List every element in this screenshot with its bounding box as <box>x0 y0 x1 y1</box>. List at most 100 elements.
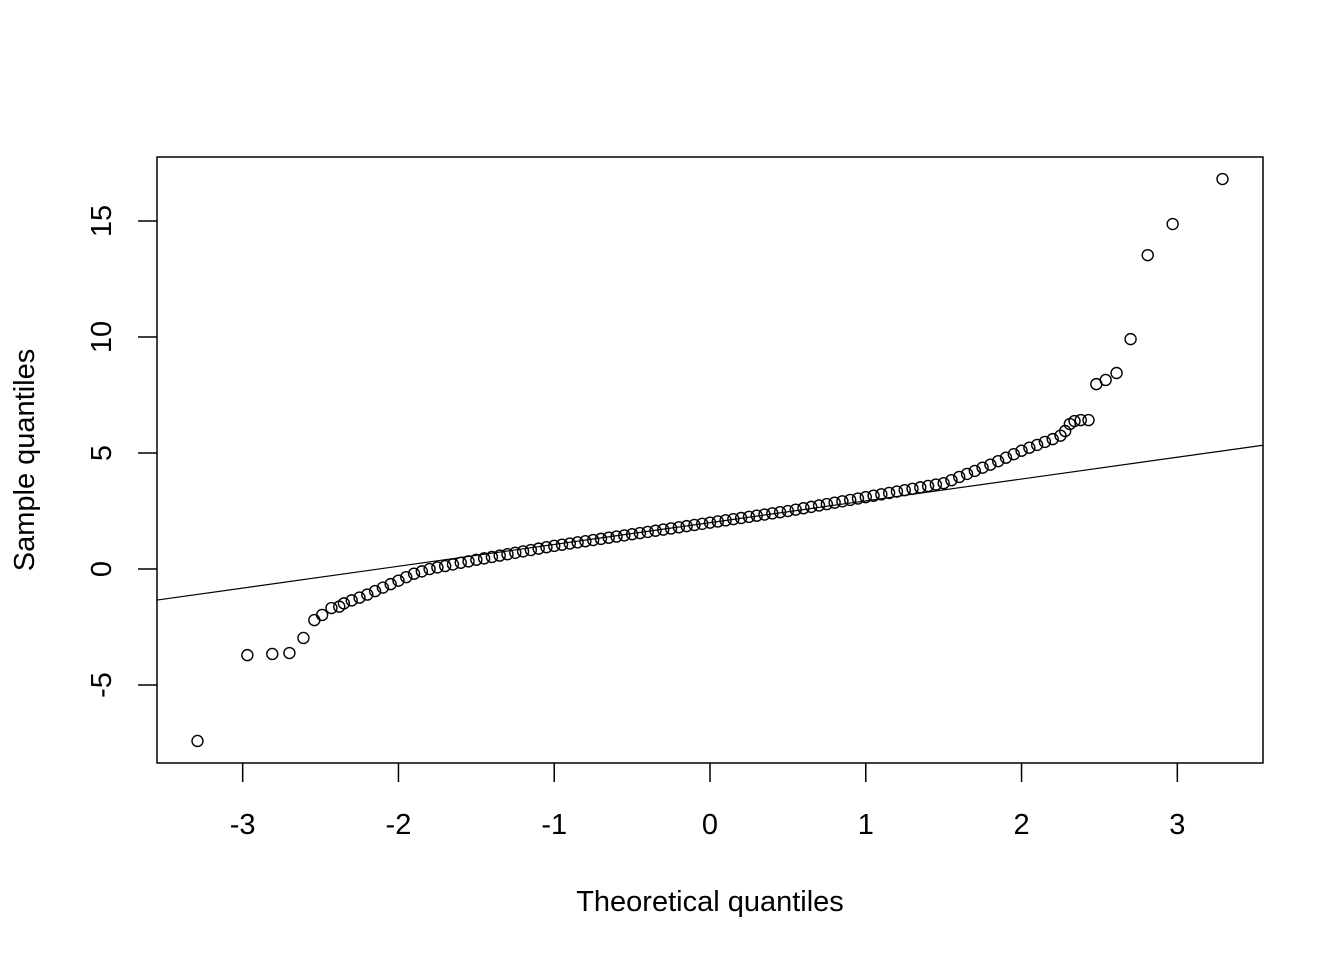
data-point <box>477 552 491 565</box>
data-point <box>516 545 530 558</box>
data-point <box>921 479 935 493</box>
data-point <box>1068 414 1081 428</box>
y-tick-label: 5 <box>86 445 118 461</box>
data-point <box>789 503 802 516</box>
data-point <box>875 488 888 501</box>
data-point <box>680 519 693 533</box>
data-point <box>781 504 795 518</box>
data-point <box>345 594 358 607</box>
data-point <box>859 490 872 504</box>
data-point <box>524 543 538 557</box>
data-point <box>968 464 982 478</box>
data-point <box>361 588 374 601</box>
x-tick-label: 0 <box>702 809 718 841</box>
data-point <box>618 529 631 542</box>
y-tick-label: -5 <box>86 672 118 698</box>
data-point <box>1015 444 1028 457</box>
data-point <box>960 467 974 481</box>
data-point <box>454 556 467 569</box>
data-point <box>283 646 296 660</box>
data-point <box>1074 413 1087 427</box>
data-point <box>548 539 561 553</box>
data-point <box>976 461 989 474</box>
data-point <box>1216 172 1229 186</box>
data-point <box>797 502 810 515</box>
data-point <box>882 486 896 500</box>
data-point <box>812 499 826 512</box>
data-point <box>664 522 678 535</box>
data-point <box>431 561 444 574</box>
data-point <box>945 473 958 487</box>
data-point <box>953 470 966 484</box>
data-point <box>750 509 763 522</box>
x-tick-label: -3 <box>230 809 256 841</box>
data-point <box>1023 441 1036 454</box>
y-tick-label: 15 <box>86 205 118 237</box>
y-tick-label: 0 <box>86 561 118 577</box>
data-point <box>571 536 584 549</box>
x-axis: -3 -2 -1 0 1 2 3 <box>230 763 1185 841</box>
data-point <box>266 647 279 661</box>
data-point <box>602 531 615 544</box>
data-point <box>999 451 1013 464</box>
data-point <box>501 547 514 561</box>
data-point <box>641 525 654 539</box>
data-point <box>703 516 717 529</box>
x-tick-label: 1 <box>858 809 874 841</box>
data-point <box>657 523 670 536</box>
data-point <box>493 549 506 562</box>
data-point <box>555 538 569 551</box>
data-point <box>579 535 592 548</box>
data-point <box>688 518 701 532</box>
y-axis: -5 0 5 10 15 <box>86 205 157 698</box>
data-point <box>446 558 460 571</box>
data-point <box>1038 435 1052 449</box>
data-point <box>423 562 436 576</box>
data-point <box>625 528 639 541</box>
data-point <box>851 492 865 505</box>
data-point <box>898 483 911 497</box>
data-point <box>308 613 321 627</box>
reference-line-group <box>156 444 1264 601</box>
data-point <box>843 493 857 507</box>
data-point <box>633 526 647 540</box>
data-point <box>991 454 1005 468</box>
data-point <box>727 512 740 526</box>
x-tick-label: 3 <box>1169 809 1185 841</box>
data-point <box>672 521 686 534</box>
y-axis-label: Sample quantiles <box>9 349 41 571</box>
x-tick-label: 2 <box>1013 809 1029 841</box>
plot-box <box>156 156 1264 764</box>
data-point <box>353 591 366 604</box>
data-point <box>1046 432 1059 446</box>
reference-line <box>156 444 1264 601</box>
data-point <box>984 458 997 471</box>
points-group <box>191 172 1229 748</box>
data-point <box>540 541 553 554</box>
data-point <box>563 537 577 550</box>
data-point <box>719 514 732 527</box>
data-point <box>1124 332 1137 346</box>
data-point <box>462 555 475 568</box>
data-point <box>1166 217 1179 231</box>
data-point <box>867 489 880 502</box>
data-point <box>1054 429 1067 442</box>
data-point <box>906 482 919 495</box>
data-point <box>1082 413 1095 427</box>
data-point <box>805 500 818 514</box>
data-point <box>594 532 608 546</box>
data-point <box>470 553 483 566</box>
data-point <box>649 524 662 537</box>
data-point <box>734 511 748 525</box>
x-axis-label: Theoretical quantiles <box>576 886 844 918</box>
data-point <box>392 574 405 587</box>
data-point <box>828 496 841 509</box>
data-point <box>485 550 499 564</box>
data-point <box>1007 447 1020 461</box>
data-point <box>325 601 338 615</box>
data-point <box>610 530 623 543</box>
data-point <box>384 577 397 591</box>
data-point <box>773 506 787 519</box>
data-point <box>836 495 849 508</box>
